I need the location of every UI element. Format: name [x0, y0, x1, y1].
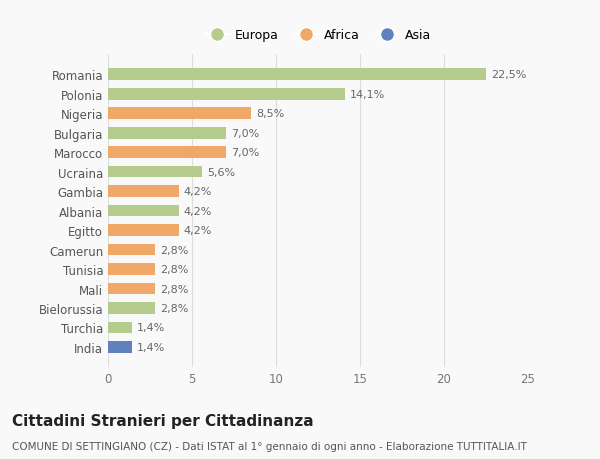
Bar [108, 69, 486, 81]
Text: 7,0%: 7,0% [230, 148, 259, 158]
Text: 4,2%: 4,2% [184, 206, 212, 216]
Bar [108, 225, 179, 236]
Text: 4,2%: 4,2% [184, 225, 212, 235]
Bar [108, 89, 345, 101]
Text: 7,0%: 7,0% [230, 129, 259, 139]
Legend: Europa, Africa, Asia: Europa, Africa, Asia [200, 24, 436, 47]
Bar [108, 283, 155, 295]
Bar [108, 128, 226, 139]
Text: Cittadini Stranieri per Cittadinanza: Cittadini Stranieri per Cittadinanza [12, 413, 314, 428]
Text: 22,5%: 22,5% [491, 70, 526, 80]
Bar [108, 263, 155, 275]
Text: 14,1%: 14,1% [350, 90, 385, 100]
Bar [108, 108, 251, 120]
Bar [108, 322, 131, 334]
Bar [108, 341, 131, 353]
Bar [108, 147, 226, 159]
Text: 4,2%: 4,2% [184, 187, 212, 197]
Text: 5,6%: 5,6% [207, 167, 235, 177]
Text: 2,8%: 2,8% [160, 245, 188, 255]
Text: 8,5%: 8,5% [256, 109, 284, 119]
Text: 1,4%: 1,4% [137, 323, 165, 333]
Bar [108, 244, 155, 256]
Text: 2,8%: 2,8% [160, 264, 188, 274]
Text: 2,8%: 2,8% [160, 284, 188, 294]
Bar [108, 205, 179, 217]
Bar [108, 167, 202, 178]
Bar [108, 186, 179, 197]
Bar [108, 302, 155, 314]
Text: 2,8%: 2,8% [160, 303, 188, 313]
Text: COMUNE DI SETTINGIANO (CZ) - Dati ISTAT al 1° gennaio di ogni anno - Elaborazion: COMUNE DI SETTINGIANO (CZ) - Dati ISTAT … [12, 441, 527, 451]
Text: 1,4%: 1,4% [137, 342, 165, 352]
